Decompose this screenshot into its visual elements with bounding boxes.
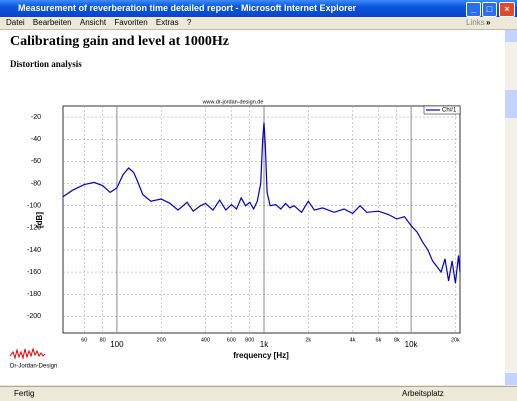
scroll-down[interactable]: [505, 373, 517, 385]
chart: Dr-Jordan-Design www.dr-jordan-design.de…: [9, 99, 461, 370]
legend-label: Ch#1: [442, 108, 457, 114]
menu-item[interactable]: ?: [186, 18, 192, 27]
x-axis-label: frequency [Hz]: [233, 351, 289, 360]
menu-item[interactable]: Extras: [155, 18, 179, 27]
subheading: Distortion analysis: [10, 59, 82, 69]
series-line: [62, 122, 461, 284]
zone-text: Arbeitsplatz: [402, 389, 444, 398]
x-tick-label: 80: [100, 337, 106, 343]
x-tick-label: 800: [245, 337, 254, 343]
close-button[interactable]: ×: [499, 2, 515, 17]
y-tick-label: -200: [27, 313, 41, 320]
x-tick-label: 6k: [376, 337, 382, 343]
y-tick-label: -20: [31, 114, 41, 121]
legend-box: [423, 105, 461, 115]
x-tick-label: 1k: [260, 340, 269, 349]
y-tick-label: -160: [27, 269, 41, 276]
y-tick-label: -140: [27, 247, 41, 254]
maximize-button[interactable]: □: [482, 2, 497, 17]
scrollbar[interactable]: [505, 30, 517, 385]
menu-item[interactable]: Datei: [6, 18, 25, 27]
x-tick-label: 400: [201, 337, 210, 343]
menu-item[interactable]: Favoriten: [114, 18, 148, 27]
y-tick-label: -180: [27, 291, 41, 298]
chart-annotation: www.dr-jordan-design.de: [202, 99, 264, 105]
logo-text: Dr-Jordan-Design: [10, 364, 57, 370]
x-tick-label: 200: [157, 337, 166, 343]
y-tick-label: -100: [27, 203, 41, 210]
y-tick-label: -120: [27, 225, 41, 232]
status-bar: Fertig Arbeitsplatz: [0, 386, 517, 401]
links-label[interactable]: Links: [466, 18, 485, 27]
y-tick-label: -80: [31, 180, 41, 187]
menu-item[interactable]: Bearbeiten: [32, 18, 72, 27]
x-tick-label: 20k: [451, 337, 460, 343]
x-tick-label: 60: [81, 337, 87, 343]
heading: Calibrating gain and level at 1000Hz: [10, 34, 229, 49]
y-tick-label: -60: [31, 158, 41, 165]
y-tick-label: -40: [31, 136, 41, 143]
x-tick-label: 8k: [394, 337, 400, 343]
title-bar: Measurement of reverberation time detail…: [0, 0, 517, 17]
chevron[interactable]: »: [486, 18, 491, 27]
menu-bar: Datei Bearbeiten Ansicht Favoriten Extra…: [0, 17, 517, 30]
window-title: Measurement of reverberation time detail…: [18, 3, 357, 13]
x-tick-label: 2k: [305, 337, 311, 343]
minimize-button[interactable]: _: [466, 2, 481, 17]
x-tick-label: 10k: [405, 340, 419, 349]
logo-wave: [9, 347, 46, 360]
x-tick-label: 600: [227, 337, 236, 343]
x-tick-label: 100: [110, 340, 124, 349]
y-axis-label: [dB]: [35, 212, 44, 228]
plot-area: [62, 105, 461, 334]
x-tick-label: 4k: [350, 337, 356, 343]
menu-item[interactable]: Ansicht: [79, 18, 107, 27]
status-text: Fertig: [14, 389, 35, 398]
scroll-thumb[interactable]: [505, 90, 517, 118]
scroll-up[interactable]: [505, 30, 517, 42]
